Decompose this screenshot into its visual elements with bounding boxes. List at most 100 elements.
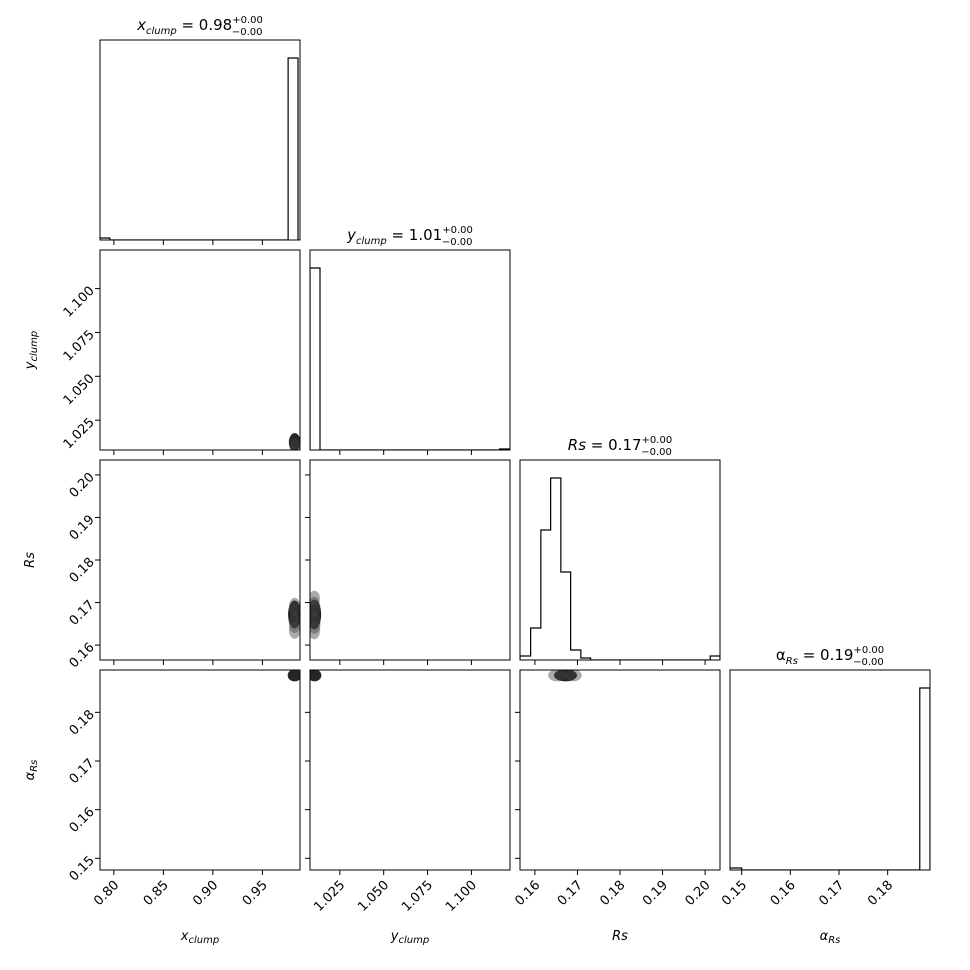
- y-axis-label-alpha_Rs: αRs: [23, 760, 40, 781]
- title-lower: −0.00: [442, 237, 473, 248]
- density-mark: [288, 612, 300, 633]
- x-axis-label-Rs: Rs: [612, 929, 628, 944]
- density-mark: [554, 670, 578, 682]
- y-tick-label: 1.075: [61, 328, 98, 365]
- axes-frame: [519, 459, 721, 661]
- axes-frame: [99, 39, 301, 241]
- x-tick-label: 0.15: [719, 878, 750, 909]
- y-tick-label: 1.050: [61, 371, 98, 408]
- panel-x_clump-x_clump: xclump = 0.98+0.00 −0.00: [99, 15, 301, 245]
- x-tick-label: 0.17: [555, 878, 586, 909]
- title-symbol: α: [776, 646, 786, 664]
- density-mark: [548, 670, 567, 682]
- x-tick-label: 1.050: [355, 878, 392, 915]
- x-tick-label: 0.80: [91, 878, 122, 909]
- axis-subscript: Rs: [29, 760, 40, 772]
- y-axis-label-y_clump: yclump: [23, 331, 40, 370]
- x-tick-label: 0.90: [190, 878, 221, 909]
- title-median: = 0.17: [586, 436, 642, 454]
- axis-subscript: clump: [29, 331, 40, 362]
- x-axis-label-x_clump: xclump: [180, 929, 219, 946]
- axes-frame: [99, 669, 301, 871]
- axes-frame: [309, 249, 511, 451]
- title-median: = 1.01: [387, 226, 443, 244]
- y-tick-label: 0.19: [67, 512, 98, 543]
- panel-alpha_Rs-Rs: 0.16 0.17 0.18 0.19 0.20: [512, 669, 721, 909]
- x-tick-label: 0.20: [683, 878, 714, 909]
- x-tick-label: 0.95: [240, 878, 271, 909]
- title-upper: +0.00: [642, 435, 673, 446]
- density-mark: [288, 621, 300, 639]
- x-tick-label: 0.85: [141, 878, 172, 909]
- title-symbol: Rs: [568, 436, 586, 454]
- y-tick-label: 0.15: [67, 853, 98, 884]
- panel-y_clump-y_clump: yclump = 1.01+0.00 −0.00: [309, 225, 511, 455]
- panel-y_clump-x_clump: 1.025 1.050 1.075 1.100: [61, 249, 301, 455]
- axes-frame: [729, 669, 931, 871]
- y-tick-label: 0.16: [67, 805, 98, 836]
- density-mark: [310, 590, 320, 606]
- x-tick-label: 0.16: [512, 878, 543, 909]
- panel-Rs-Rs: Rs = 0.17+0.00 −0.00: [519, 435, 721, 665]
- axes-frame: [99, 249, 301, 451]
- density-mark: [310, 670, 322, 682]
- axis-symbol: Rs: [612, 929, 628, 944]
- density-mark: [310, 611, 321, 634]
- axes-frame: [519, 669, 721, 871]
- density-mark: [288, 597, 300, 616]
- axis-symbol: Rs: [23, 552, 38, 568]
- x-tick-label: 0.17: [816, 878, 847, 909]
- title-y_clump: yclump = 1.01+0.00 −0.00: [346, 225, 473, 248]
- histogram-y_clump: [310, 267, 510, 450]
- y-tick-label: 0.16: [67, 640, 98, 671]
- axis-symbol: x: [180, 929, 189, 944]
- panel-Rs-y_clump: [305, 459, 511, 665]
- panel-alpha_Rs-alpha_Rs: αRs = 0.19+0.00 −0.00 0.15 0.16 0.17 0.18: [719, 645, 931, 909]
- axis-symbol: α: [820, 929, 829, 944]
- title-symbol: y: [346, 226, 357, 244]
- histogram-x_clump: [100, 57, 300, 240]
- density-mark: [289, 438, 300, 450]
- y-tick-label: 1.100: [61, 284, 98, 321]
- title-Rs: Rs = 0.17+0.00 −0.00: [568, 435, 672, 458]
- y-tick-label: 0.18: [67, 555, 98, 586]
- axes-frame: [99, 459, 301, 661]
- density-mark: [564, 670, 582, 682]
- x-axis-label-alpha_Rs: αRs: [820, 929, 841, 946]
- axes-frame: [309, 669, 511, 871]
- histogram-alpha_Rs: [730, 687, 930, 870]
- x-tick-label: 1.075: [399, 878, 436, 915]
- title-subscript: clump: [356, 236, 387, 247]
- x-tick-label: 0.18: [597, 878, 628, 909]
- title-lower: −0.00: [853, 657, 884, 668]
- panel-alpha_Rs-x_clump: 0.80 0.85 0.90 0.95 0.15 0.16 0.17 0.18: [67, 669, 301, 909]
- panel-alpha_Rs-y_clump: 1.025 1.050 1.075 1.100: [305, 669, 511, 915]
- y-tick-label: 0.20: [67, 470, 98, 501]
- y-axis-label-Rs: Rs: [23, 552, 38, 568]
- title-lower: −0.00: [232, 27, 263, 38]
- panel-Rs-x_clump: 0.16 0.17 0.18 0.19 0.20: [67, 459, 301, 671]
- title-x_clump: xclump = 0.98+0.00 −0.00: [136, 15, 263, 38]
- density-mark: [310, 596, 321, 617]
- density-mark: [310, 599, 322, 630]
- density-mark: [310, 621, 321, 640]
- y-tick-label: 1.025: [61, 415, 98, 452]
- density-mark: [288, 433, 300, 450]
- x-tick-label: 0.19: [640, 878, 671, 909]
- x-tick-label: 1.025: [311, 878, 348, 915]
- title-subscript: clump: [146, 26, 177, 37]
- title-symbol: x: [136, 16, 146, 34]
- title-median: = 0.19: [798, 646, 854, 664]
- title-lower: −0.00: [641, 447, 672, 458]
- title-upper: +0.00: [232, 15, 263, 26]
- y-tick-label: 0.18: [67, 707, 98, 738]
- title-upper: +0.00: [442, 225, 473, 236]
- x-axis-label-y_clump: yclump: [390, 929, 429, 946]
- x-tick-label: 0.16: [768, 878, 799, 909]
- x-tick-label: 0.18: [865, 878, 896, 909]
- density-mark: [287, 670, 300, 682]
- title-median: = 0.98: [177, 16, 233, 34]
- axis-symbol: y: [23, 361, 38, 370]
- y-tick-label: 0.17: [67, 756, 98, 787]
